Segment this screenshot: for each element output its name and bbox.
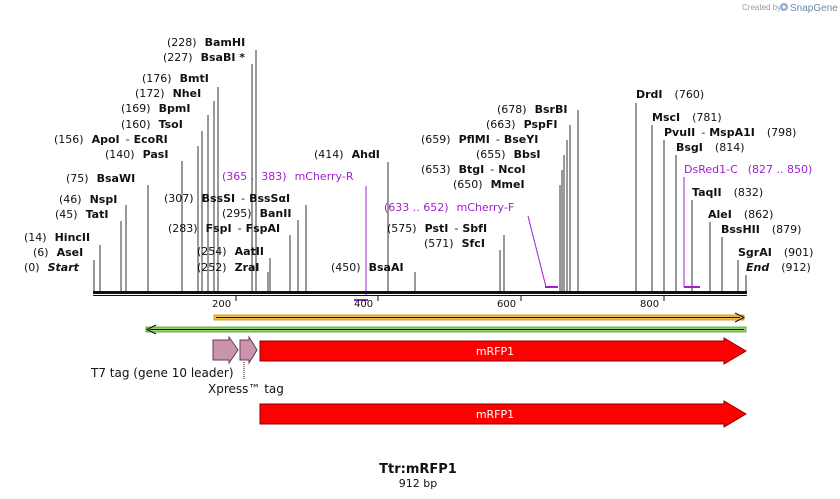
site-nhei: (172) NheI: [135, 87, 201, 100]
site-bamhi: (228) BamHI: [167, 36, 245, 49]
tick-400: 400: [354, 299, 373, 310]
tick-200: 200: [212, 299, 231, 310]
site-bsawi: (75) BsaWI: [66, 172, 135, 185]
watermark-created-by: Created by: [742, 3, 781, 12]
site-btgi: (653) BtgI - NcoI: [421, 163, 526, 176]
site-bpmi: (169) BpmI: [121, 102, 190, 115]
xpress-tag-label: Xpress™ tag: [208, 382, 284, 396]
construct-title: Ttr:mRFP1: [379, 462, 457, 477]
orf-reverse: [145, 324, 747, 335]
site-start: (0) Start: [24, 261, 80, 274]
tick-600: 600: [497, 299, 516, 310]
site-fspi: (283) FspI - FspAI: [168, 222, 280, 235]
orf-forward: [213, 312, 746, 323]
site-bmti: (176) BmtI: [142, 72, 209, 85]
primer-mcherry-r: (365 .. 383) mCherry-R: [222, 170, 354, 183]
site-asei: (6) AseI: [33, 246, 83, 259]
site-bsssi: (307) BssSI - BssSαI: [164, 192, 290, 205]
primer-mcherry-f: (633 .. 652) mCherry-F: [384, 201, 514, 214]
snapgene-logo-icon: [780, 3, 788, 11]
t7-tag-label: T7 tag (gene 10 leader): [90, 366, 234, 380]
construct-length: 912 bp: [399, 477, 437, 490]
mrfp1-translation-arrow: [259, 400, 747, 428]
site-bsrbi: (678) BsrBI: [497, 103, 567, 116]
site-alei: AleI (862): [708, 208, 773, 221]
xpress-tag-arrow: [239, 335, 258, 365]
site-tsoi: (160) TsoI: [121, 118, 183, 131]
mrfp1-feature-label: mRFP1: [476, 345, 514, 358]
site-tati: (45) TatI: [55, 208, 108, 221]
site-msci: MscI (781): [652, 111, 722, 124]
primer-lines: [365, 177, 685, 296]
mrfp1-feature-arrow: [259, 337, 747, 365]
tick-800: 800: [640, 299, 659, 310]
site-bsshii: BssHII (879): [721, 223, 801, 236]
watermark-brand: SnapGene: [790, 3, 838, 14]
site-apoi-ecori: (156) ApoI - EcoRI: [54, 133, 168, 146]
site-pasi: (140) PasI: [105, 148, 168, 161]
site-bsgi: BsgI (814): [676, 141, 745, 154]
site-pflmi: (659) PflMI - BseYI: [421, 133, 538, 146]
site-lines: [93, 50, 747, 292]
primer-dsred1-c: DsRed1-C (827 .. 850): [684, 163, 812, 176]
site-taqii: TaqII (832): [692, 186, 763, 199]
site-ahdi: (414) AhdI: [314, 148, 380, 161]
mrfp1-translation-label: mRFP1: [476, 408, 514, 421]
site-mmei: (650) MmeI: [453, 178, 525, 191]
site-sgrai: SgrAI (901): [738, 246, 813, 259]
t7-tag-arrow: [212, 335, 239, 365]
site-bsaai: (450) BsaAI: [331, 261, 404, 274]
site-aatii: (254) AatII: [197, 245, 264, 258]
site-pvuii: PvuII - MspA1I (798): [664, 126, 796, 139]
site-hincii: (14) HincII: [24, 231, 90, 244]
site-banii: (295) BanII: [222, 207, 291, 220]
site-nspi: (46) NspI: [59, 193, 117, 206]
site-bbsi: (655) BbsI: [476, 148, 541, 161]
site-zrai: (252) ZraI: [197, 261, 260, 274]
sequence-backbone: [93, 291, 747, 301]
site-pspfi: (663) PspFI: [486, 118, 558, 131]
site-sfci: (571) SfcI: [424, 237, 485, 250]
site-end: End (912): [746, 261, 811, 274]
site-psti: (575) PstI - SbfI: [387, 222, 487, 235]
site-drdi: DrdI (760): [636, 88, 704, 101]
site-bsabi: (227) BsaBI *: [163, 51, 245, 64]
primer-binding-marks: [354, 286, 700, 301]
